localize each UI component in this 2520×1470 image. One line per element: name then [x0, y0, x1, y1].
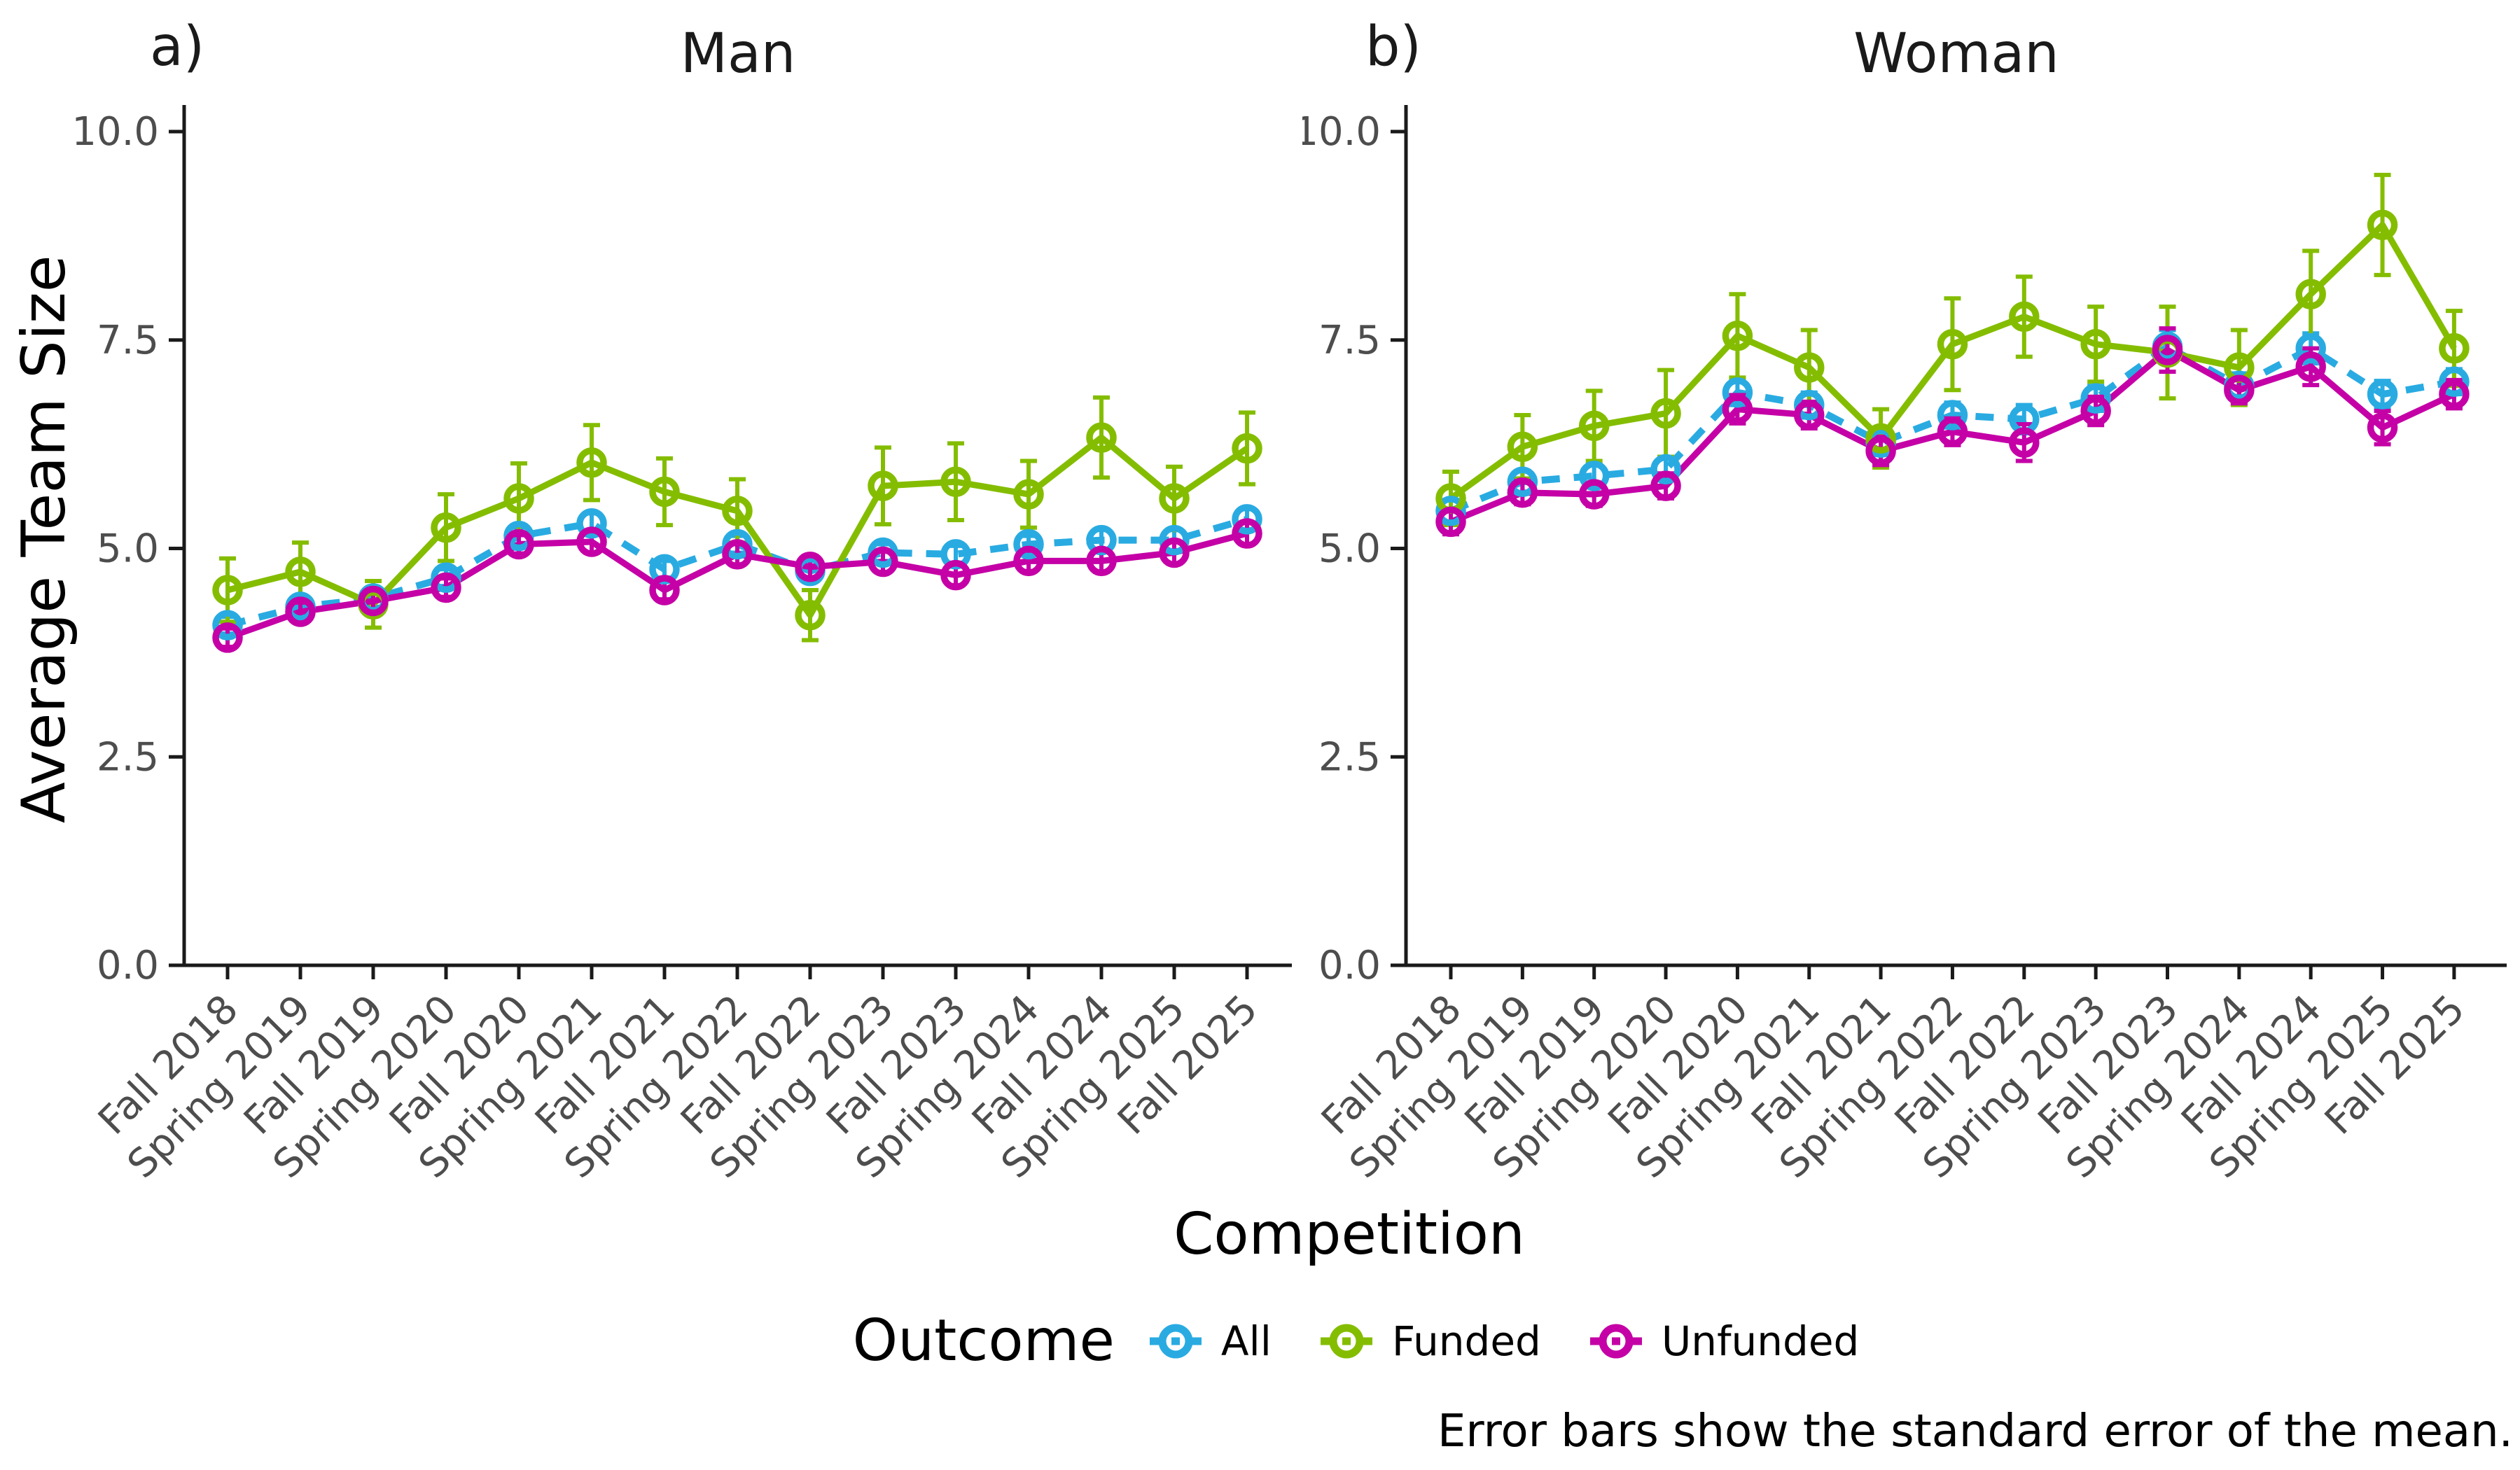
svg-text:7.5: 7.5 [1318, 318, 1381, 363]
legend-item-all: All [1148, 1314, 1272, 1368]
svg-text:2.5: 2.5 [1318, 734, 1381, 780]
svg-text:10.0: 10.0 [71, 109, 159, 155]
panel-a-chart: 0.0 2.5 5.0 7.5 10.0 Fall 2018 Spring 2019 Fall… [0, 0, 1302, 1267]
unfunded-series-key-icon [1589, 1324, 1642, 1358]
legend: Outcome All Funded Unfunded [210, 1308, 2520, 1374]
svg-text:0.0: 0.0 [1318, 943, 1381, 988]
panel-a-letter: a) [150, 15, 205, 78]
figure-caption: Error bars show the standard error of th… [1437, 1406, 2513, 1457]
panel-b-letter: b) [1365, 15, 1421, 78]
panel-a-title: Man [680, 22, 796, 85]
legend-item-unfunded: Unfunded [1589, 1314, 1859, 1368]
svg-text:7.5: 7.5 [97, 318, 159, 363]
svg-text:5.0: 5.0 [97, 526, 159, 572]
legend-label-unfunded: Unfunded [1661, 1317, 1860, 1365]
y-axis-label: Average Team Size [9, 255, 79, 823]
svg-text:10.0: 10.0 [1302, 109, 1381, 155]
panel-b-chart: 0.0 2.5 5.0 7.5 10.0 Fall 2018 Spring 2019 Fall… [1293, 0, 2520, 1267]
legend-label-funded: Funded [1391, 1317, 1541, 1365]
all-series-key-icon [1149, 1324, 1202, 1358]
svg-text:5.0: 5.0 [1318, 526, 1381, 572]
panel-b-title: Woman [1853, 22, 2059, 85]
funded-series-key-icon [1320, 1324, 1372, 1358]
svg-text:0.0: 0.0 [97, 943, 159, 988]
svg-text:2.5: 2.5 [97, 734, 159, 780]
legend-title: Outcome [852, 1308, 1115, 1374]
x-axis-label: Competition [1174, 1201, 1525, 1268]
legend-item-funded: Funded [1319, 1314, 1541, 1368]
legend-label-all: All [1220, 1317, 1272, 1365]
